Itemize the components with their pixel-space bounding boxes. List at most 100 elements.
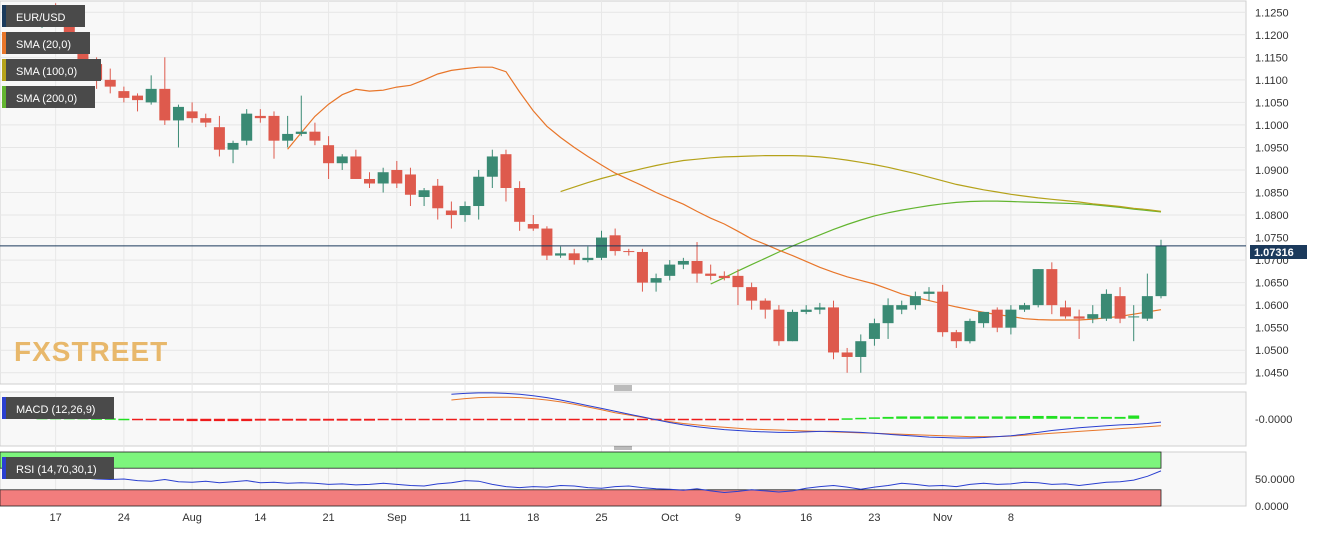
price-tick-label: 1.0550 xyxy=(1255,323,1289,335)
candle-body xyxy=(527,224,539,229)
candle xyxy=(841,347,853,373)
candle-body xyxy=(855,341,867,357)
time-tick-label: 17 xyxy=(50,512,62,524)
candle xyxy=(1046,262,1058,315)
candle xyxy=(350,149,362,179)
macd-histogram-bar xyxy=(1032,415,1044,419)
candle xyxy=(132,93,144,112)
candle-body xyxy=(718,275,730,279)
rsi-line xyxy=(55,470,1162,494)
legend-sma200-label: SMA (200,0) xyxy=(16,93,77,105)
candle xyxy=(855,334,867,373)
legend-sma200[interactable]: SMA (200,0) xyxy=(2,86,95,108)
candle xyxy=(787,309,799,342)
candle-body xyxy=(268,115,280,141)
candle xyxy=(746,282,758,310)
candle-body xyxy=(909,296,921,306)
candle-body xyxy=(950,332,962,342)
legend-sma100[interactable]: SMA (100,0) xyxy=(2,59,101,81)
candle-body xyxy=(787,311,799,342)
candle xyxy=(950,329,962,348)
macd-histogram-bar xyxy=(555,418,567,421)
candle-body xyxy=(937,291,949,333)
candle xyxy=(254,109,266,123)
candle-body xyxy=(1141,296,1153,319)
candle xyxy=(459,201,471,222)
pane-resize-handle-1[interactable] xyxy=(614,385,632,391)
macd-histogram-bar xyxy=(1073,416,1085,419)
candle-body xyxy=(172,106,184,121)
macd-histogram-bar xyxy=(677,418,689,421)
candle xyxy=(282,115,294,148)
candle-body xyxy=(254,115,266,119)
macd-histogram-bar xyxy=(609,418,621,421)
macd-histogram-bar xyxy=(432,418,444,421)
legend-sma20[interactable]: SMA (20,0) xyxy=(2,32,90,54)
candle xyxy=(336,154,348,170)
candle-body xyxy=(404,174,416,195)
candle-body xyxy=(336,156,348,164)
candle-body xyxy=(377,172,389,184)
candle xyxy=(964,318,976,344)
time-tick-label: 16 xyxy=(800,512,812,524)
candle xyxy=(636,248,648,292)
candle-body xyxy=(1005,309,1017,328)
candle xyxy=(404,167,416,207)
candle xyxy=(718,271,730,281)
time-tick-label: 25 xyxy=(595,512,607,524)
legend-rsi-label: RSI (14,70,30,1) xyxy=(16,464,97,476)
candle-body xyxy=(1046,269,1058,306)
candle xyxy=(609,228,621,256)
macd-histogram-bar xyxy=(814,418,826,421)
macd-histogram-bar xyxy=(1114,416,1126,419)
candle xyxy=(514,181,526,231)
rsi-tick-label: 0.0000 xyxy=(1255,501,1289,513)
legend-sma100-label: SMA (100,0) xyxy=(16,66,77,78)
legend-instrument[interactable]: EUR/USD xyxy=(2,5,85,27)
macd-signal-line xyxy=(451,396,1162,438)
price-tick-label: 1.0950 xyxy=(1255,142,1289,154)
candle-body xyxy=(418,190,430,198)
rsi-oversold-zone xyxy=(0,489,1162,507)
macd-histogram-bar xyxy=(364,418,376,421)
candle-body xyxy=(309,131,321,141)
macd-histogram-bar xyxy=(159,418,171,421)
candle xyxy=(650,273,662,292)
candle xyxy=(186,102,198,123)
price-tick-label: 1.0850 xyxy=(1255,188,1289,200)
macd-histogram-bar xyxy=(1019,415,1031,419)
candle xyxy=(1073,309,1085,339)
legend-rsi[interactable]: RSI (14,70,30,1) xyxy=(2,457,114,479)
candle xyxy=(991,307,1003,333)
candle-body xyxy=(145,88,157,103)
candle-body xyxy=(432,185,444,209)
candle xyxy=(882,298,894,339)
legend-macd[interactable]: MACD (12,26,9) xyxy=(2,397,114,419)
candle xyxy=(295,95,307,137)
price-tick-label: 1.0450 xyxy=(1255,368,1289,380)
candle xyxy=(159,57,171,125)
candle-body xyxy=(1128,316,1140,318)
candle xyxy=(364,172,376,188)
pane-resize-handle-2[interactable] xyxy=(614,446,632,450)
macd-histogram-bar xyxy=(827,418,839,421)
candle-body xyxy=(391,169,403,184)
legend-instrument-label: EUR/USD xyxy=(16,12,66,24)
macd-histogram-bar xyxy=(909,416,921,419)
macd-histogram-bar xyxy=(623,418,635,421)
price-tick-label: 1.1250 xyxy=(1255,7,1289,19)
candle xyxy=(227,140,239,164)
candle-body xyxy=(227,142,239,150)
candle-body xyxy=(677,260,689,265)
candle xyxy=(541,226,553,261)
candle xyxy=(1087,305,1099,324)
candle xyxy=(1005,305,1017,335)
price-tick-label: 1.0500 xyxy=(1255,345,1289,357)
candle-body xyxy=(1019,305,1031,310)
sma200-line xyxy=(710,200,1162,285)
macd-histogram-bar xyxy=(691,418,703,421)
candle xyxy=(145,75,157,105)
macd-histogram-bar xyxy=(200,418,212,422)
candle-body xyxy=(882,305,894,324)
